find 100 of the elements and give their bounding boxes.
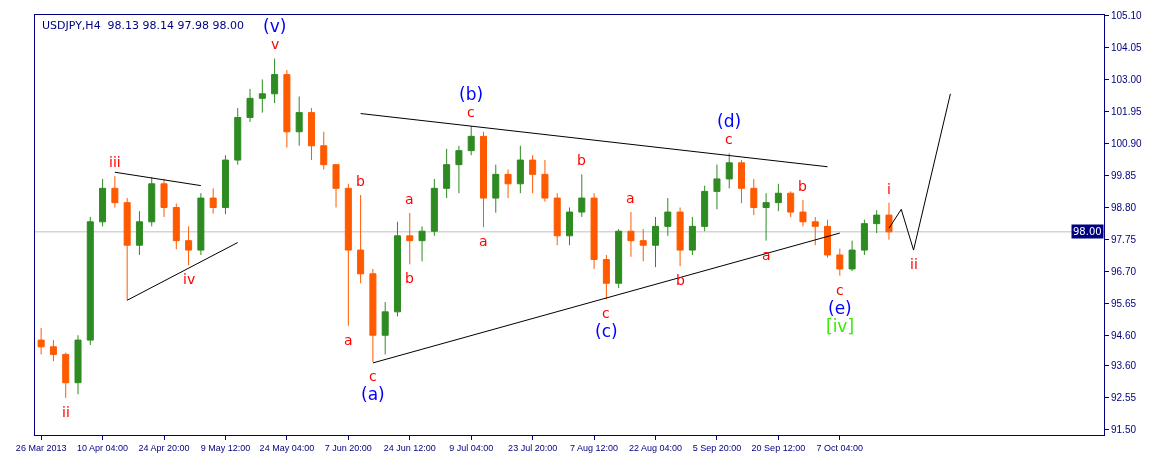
annotation: b <box>798 178 807 194</box>
candlestick <box>799 199 807 227</box>
candlestick <box>529 154 537 194</box>
y-tick-label: 105.10 <box>1111 10 1143 22</box>
annotation: c <box>725 131 733 147</box>
annotation: ii <box>910 256 918 272</box>
candlestick <box>701 185 709 232</box>
candlestick <box>172 203 180 250</box>
annotation: v <box>271 36 280 52</box>
ref-line-label: 98.00 <box>1073 226 1102 237</box>
annotation: b <box>405 270 414 286</box>
candlestick <box>504 169 512 199</box>
candlestick <box>49 339 57 362</box>
candlestick <box>357 194 365 284</box>
candlestick <box>234 107 242 166</box>
candlestick <box>37 327 45 355</box>
candlestick <box>123 197 131 301</box>
candlestick <box>418 225 426 262</box>
annotation: i <box>887 181 891 197</box>
candlestick <box>197 192 205 256</box>
candlestick <box>406 212 414 265</box>
x-tick-label: 5 Sep 20:00 <box>692 442 742 453</box>
annotation: (d) <box>717 111 742 131</box>
candlestick <box>516 145 524 194</box>
candlestick <box>344 183 352 327</box>
annotation: a <box>626 190 635 206</box>
candlestick <box>615 228 623 289</box>
y-tick-label: 96.70 <box>1111 265 1137 277</box>
y-tick-label: 93.60 <box>1111 360 1137 372</box>
candlestick <box>99 178 107 227</box>
candlestick <box>860 219 868 256</box>
annotation: (c) <box>595 321 618 341</box>
x-tick-label: 9 Jul 04:00 <box>449 442 494 453</box>
y-tick-label: 104.05 <box>1111 42 1143 54</box>
y-tick-label: 91.50 <box>1111 424 1137 436</box>
candlestick <box>565 207 574 246</box>
candlestick <box>393 221 401 317</box>
candlestick <box>246 88 254 123</box>
candlestick <box>332 164 340 209</box>
candlestick <box>160 178 168 218</box>
y-tick-label: 94.60 <box>1111 329 1137 341</box>
y-tick-label: 100.90 <box>1111 138 1143 150</box>
candlestick <box>774 183 782 212</box>
annotation: b <box>356 173 365 189</box>
annotation: (a) <box>361 384 385 404</box>
annotation: b <box>577 152 586 168</box>
y-tick-label: 98.80 <box>1111 202 1137 214</box>
annotation: ii <box>62 404 70 420</box>
x-tick-label: 10 Apr 04:00 <box>77 442 129 453</box>
candlestick <box>185 225 193 266</box>
candlestick <box>62 352 70 399</box>
x-tick-label: 20 Sep 12:00 <box>751 442 806 453</box>
annotation: (v) <box>263 16 287 36</box>
x-tick-label: 24 Jun 12:00 <box>383 442 436 453</box>
candlestick <box>541 159 549 203</box>
annotation: iii <box>109 154 121 170</box>
candlestick <box>811 216 819 246</box>
candlestick <box>479 131 487 228</box>
candlestick <box>148 176 156 227</box>
candlestick <box>135 210 143 256</box>
candlestick <box>74 334 82 395</box>
annotation: c <box>836 282 844 298</box>
annotation: a <box>344 332 353 348</box>
candlestick <box>590 192 598 270</box>
x-tick-label: 7 Aug 12:00 <box>570 442 619 453</box>
annotation: a <box>479 233 488 249</box>
candlestick <box>381 301 389 355</box>
candlestick <box>553 192 561 246</box>
candlestick <box>836 248 844 277</box>
candlestick <box>725 152 733 189</box>
candlestick <box>578 173 586 218</box>
candlestick <box>320 131 328 170</box>
candlestick <box>652 216 660 268</box>
candlestick <box>885 202 893 241</box>
annotation: a <box>405 191 414 207</box>
candlestick <box>209 187 217 215</box>
x-tick-label: 26 Mar 2013 <box>15 442 67 453</box>
candlestick <box>295 96 303 147</box>
candlestick <box>307 107 315 161</box>
candlestick <box>283 69 291 149</box>
y-tick-label: 95.65 <box>1111 297 1137 309</box>
candlestick <box>602 254 610 300</box>
annotation: (e) <box>828 298 852 318</box>
x-tick-label: 7 Oct 04:00 <box>816 442 864 453</box>
candlestick <box>873 209 881 234</box>
annotation: c <box>602 305 610 321</box>
candlestick <box>824 219 832 259</box>
candlestick <box>713 164 721 210</box>
annotation: (b) <box>459 84 484 104</box>
candlestick <box>430 178 438 237</box>
candlestick <box>750 178 758 216</box>
candlestick <box>86 216 94 346</box>
y-tick-label: 103.00 <box>1111 74 1143 86</box>
candlestick <box>258 78 266 114</box>
candlestick <box>688 216 696 256</box>
annotation: c <box>467 104 475 120</box>
candlestick <box>738 159 746 204</box>
annotation: iv <box>183 271 196 287</box>
y-tick-label: 99.85 <box>1111 170 1137 182</box>
annotation: c <box>369 368 377 384</box>
